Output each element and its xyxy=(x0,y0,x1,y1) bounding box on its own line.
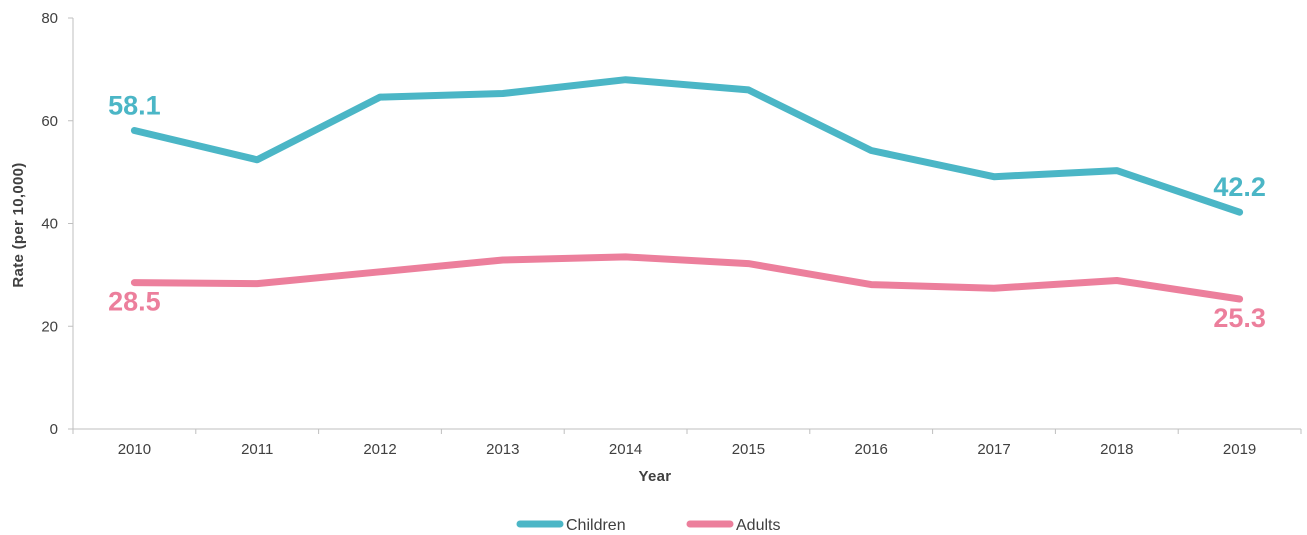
y-tick-label: 40 xyxy=(41,216,58,233)
y-tick-label: 20 xyxy=(41,318,58,335)
data-labels: 58.1 42.2 28.5 25.3 xyxy=(108,91,1266,334)
y-tick-label: 60 xyxy=(41,113,58,130)
x-tick-label: 2014 xyxy=(609,441,642,458)
x-tick-label: 2011 xyxy=(241,441,273,458)
data-label-children: 58.1 xyxy=(108,91,161,121)
x-tick-label: 2012 xyxy=(363,441,396,458)
x-tick-label: 2016 xyxy=(855,441,888,458)
x-tick-label: 2013 xyxy=(486,441,519,458)
y-tick-label: 0 xyxy=(50,421,58,438)
x-tick-label: 2017 xyxy=(977,441,1010,458)
y-tick-labels: 0 20 40 60 80 xyxy=(41,10,58,438)
legend-label-children: Children xyxy=(566,517,626,534)
x-tick-label: 2019 xyxy=(1223,441,1256,458)
series-line-children xyxy=(130,76,1244,216)
legend: Children Adults xyxy=(516,517,780,534)
x-tick-label: 2015 xyxy=(732,441,765,458)
x-axis-title: Year xyxy=(639,468,672,485)
x-tick-label: 2010 xyxy=(118,441,151,458)
series-lines xyxy=(130,76,1244,303)
data-label-adults: 25.3 xyxy=(1213,303,1266,333)
data-label-adults: 28.5 xyxy=(108,287,161,317)
x-tick-labels: 2010 2011 2012 2013 2014 2015 2016 2017 2018 2019 xyxy=(118,441,1257,458)
y-axis-title: Rate (per 10,000) xyxy=(10,162,27,287)
y-tick-label: 80 xyxy=(41,10,58,27)
axes xyxy=(68,17,1302,434)
x-tick-label: 2018 xyxy=(1100,441,1133,458)
data-label-children: 42.2 xyxy=(1213,172,1266,202)
legend-label-adults: Adults xyxy=(736,517,780,534)
series-line-adults xyxy=(130,253,1244,303)
